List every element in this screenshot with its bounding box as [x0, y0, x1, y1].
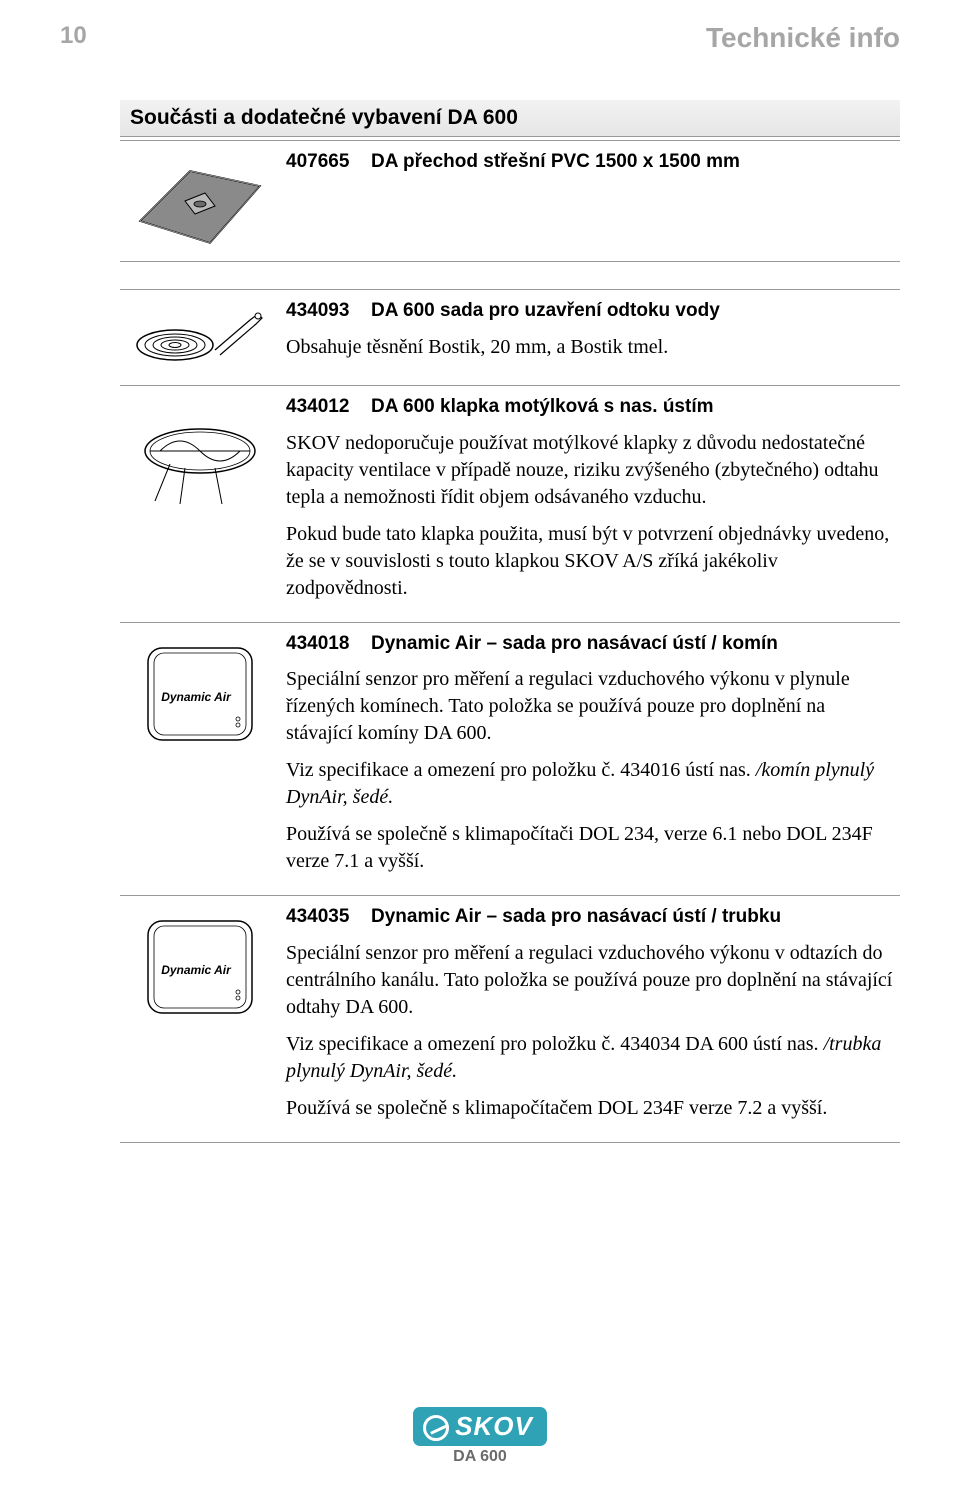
body-paragraph: Obsahuje těsnění Bostik, 20 mm, a Bostik…: [286, 334, 894, 361]
body-paragraph: Speciální senzor pro měření a regulaci v…: [286, 940, 894, 1021]
sealant-icon: [130, 300, 270, 375]
page-number: 10: [60, 22, 87, 50]
table-row: 434012 DA 600 klapka motýlková s nas. ús…: [120, 385, 900, 623]
content-area: Součásti a dodatečné vybavení DA 600 407…: [120, 100, 900, 1143]
dynamic-air-box-icon: Dynamic Air: [130, 906, 270, 1026]
body-paragraph: Používá se společně s klimapočítačem DOL…: [286, 1095, 894, 1122]
skov-logo: SKOV: [413, 1407, 547, 1446]
svg-text:Dynamic Air: Dynamic Air: [161, 690, 232, 704]
item-name: DA 600 klapka motýlková s nas. ústím: [371, 394, 714, 420]
item-code: 407665: [286, 149, 371, 175]
row-image-cell: Dynamic Air: [120, 627, 280, 892]
item-code: 434093: [286, 298, 371, 324]
row-image-cell: [120, 390, 280, 618]
table-row: 434093 DA 600 sada pro uzavření odtoku v…: [120, 289, 900, 386]
row-text-cell: 434018 Dynamic Air – sada pro nasávací ú…: [280, 627, 900, 892]
row-text-cell: 434035 Dynamic Air – sada pro nasávací ú…: [280, 900, 900, 1138]
row-image-cell: Dynamic Air: [120, 900, 280, 1138]
row-image-cell: [120, 294, 280, 381]
body-paragraph: Viz specifikace a omezení pro položku č.…: [286, 1031, 894, 1085]
dynamic-air-box-icon: Dynamic Air: [130, 633, 270, 753]
item-name: Dynamic Air – sada pro nasávací ústí / t…: [371, 904, 781, 930]
item-name: DA 600 sada pro uzavření odtoku vody: [371, 298, 720, 324]
item-code: 434018: [286, 631, 371, 657]
table-row: Dynamic Air 434018 Dynamic Air – sada pr…: [120, 622, 900, 897]
logo-text: SKOV: [455, 1411, 533, 1441]
logo-circle-icon: [423, 1415, 449, 1441]
butterfly-flap-icon: [130, 396, 270, 516]
body-paragraph: Používá se společně s klimapočítači DOL …: [286, 821, 894, 875]
footer-subtitle: DA 600: [0, 1448, 960, 1466]
table-row: 407665 DA přechod střešní PVC 1500 x 150…: [120, 140, 900, 262]
table-row: Dynamic Air 434035 Dynamic Air – sada pr…: [120, 895, 900, 1143]
body-paragraph: Speciální senzor pro měření a regulaci v…: [286, 666, 894, 747]
row-image-cell: [120, 145, 280, 257]
item-code: 434012: [286, 394, 371, 420]
svg-text:Dynamic Air: Dynamic Air: [161, 963, 232, 977]
body-paragraph: Viz specifikace a omezení pro položku č.…: [286, 757, 894, 811]
row-text-cell: 434093 DA 600 sada pro uzavření odtoku v…: [280, 294, 900, 381]
section-title: Součásti a dodatečné vybavení DA 600: [120, 100, 900, 137]
page-footer: SKOV DA 600: [0, 1407, 960, 1466]
row-text-cell: 407665 DA přechod střešní PVC 1500 x 150…: [280, 145, 900, 257]
row-text-cell: 434012 DA 600 klapka motýlková s nas. ús…: [280, 390, 900, 618]
body-paragraph: SKOV nedoporučuje používat motýlkové kla…: [286, 430, 894, 511]
page-header-title: Technické info: [706, 22, 900, 54]
item-code: 434035: [286, 904, 371, 930]
body-paragraph: Pokud bude tato klapka použita, musí být…: [286, 521, 894, 602]
item-name: DA přechod střešní PVC 1500 x 1500 mm: [371, 149, 740, 175]
roof-panel-icon: [130, 151, 270, 251]
item-name: Dynamic Air – sada pro nasávací ústí / k…: [371, 631, 778, 657]
